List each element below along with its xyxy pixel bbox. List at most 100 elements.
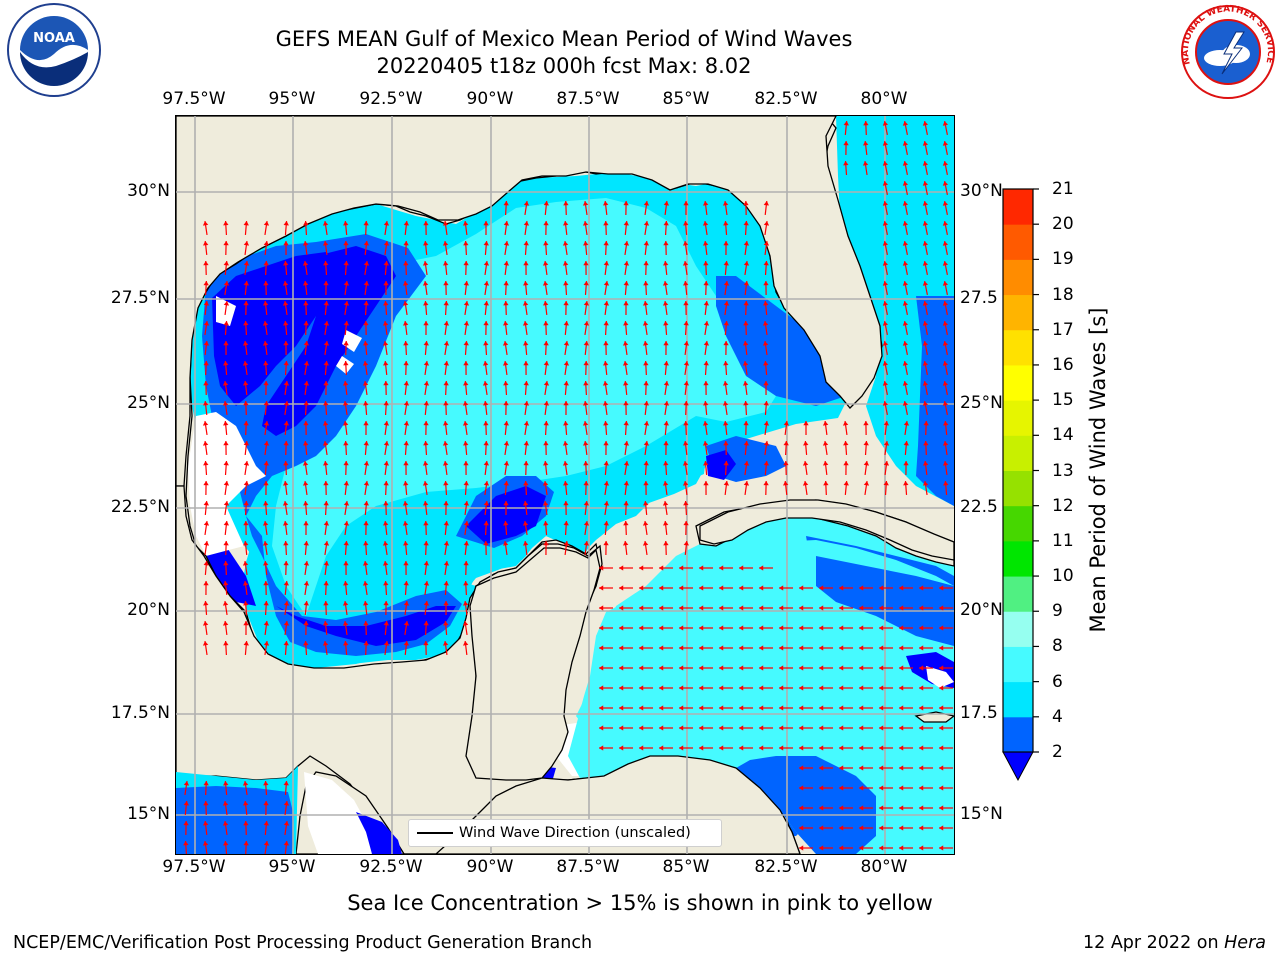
wave-direction-arrowhead	[843, 481, 849, 486]
wave-direction-arrowhead	[623, 281, 629, 286]
wave-direction-arrowhead	[283, 601, 290, 606]
wave-direction-arrowhead	[222, 801, 229, 806]
wave-direction-arrowhead	[343, 581, 349, 586]
wave-direction-arrowhead	[222, 821, 229, 826]
wave-direction-arrowhead	[463, 481, 469, 486]
wave-direction-arrowhead	[603, 201, 609, 206]
wave-direction-arrowhead	[643, 281, 649, 286]
wave-direction-arrowhead	[223, 441, 229, 446]
wave-direction-arrowhead	[902, 361, 909, 366]
wave-direction-arrowhead	[603, 301, 610, 306]
wave-direction-arrowhead	[423, 521, 429, 526]
wave-direction-arrowhead	[879, 765, 884, 771]
wave-direction-arrowhead	[263, 261, 269, 266]
wave-direction-arrowhead	[859, 745, 864, 751]
wave-direction-arrowhead	[942, 461, 949, 466]
wave-direction-arrowhead	[599, 645, 604, 651]
wave-direction-arrowhead	[442, 221, 449, 226]
lat-label: 25°N	[127, 393, 170, 413]
wave-direction-arrowhead	[643, 361, 649, 366]
wave-direction-arrowhead	[362, 361, 369, 366]
lat-label: 20°N	[127, 600, 170, 620]
wave-direction-arrowhead	[203, 361, 209, 366]
wave-direction-arrowhead	[523, 421, 530, 426]
colorbar-tick-label: 6	[1052, 671, 1063, 692]
wave-direction-arrowhead	[223, 521, 229, 526]
lat-label: 17.5	[960, 703, 998, 723]
wave-direction-arrowhead	[363, 221, 369, 226]
wave-direction-arrowhead	[283, 361, 289, 366]
wave-direction-arrowhead	[819, 785, 824, 791]
wave-direction-arrowhead	[763, 381, 769, 386]
wave-direction-arrowhead	[723, 361, 729, 366]
wave-direction-arrowhead	[523, 381, 529, 386]
wave-direction-arrowhead	[503, 481, 509, 486]
wave-direction-arrowhead	[723, 321, 729, 326]
lon-label: 80°W	[860, 89, 908, 109]
wave-direction-arrowhead	[363, 521, 369, 526]
wave-direction-arrowhead	[783, 481, 789, 486]
lat-label: 17.5°N	[110, 703, 170, 723]
wave-direction-arrowhead	[639, 605, 644, 611]
wave-direction-arrowhead	[403, 441, 409, 446]
wave-direction-arrowhead	[482, 361, 489, 366]
wave-direction-arrowhead	[879, 685, 884, 691]
wave-direction-arrowhead	[223, 421, 229, 426]
wave-direction-arrowhead	[203, 601, 209, 606]
wave-direction-arrowhead	[543, 381, 550, 386]
wave-direction-arrowhead	[563, 481, 569, 486]
wave-direction-arrowhead	[722, 401, 729, 406]
wave-direction-arrowhead	[663, 261, 669, 266]
wave-direction-arrowhead	[922, 141, 929, 146]
wave-direction-arrowhead	[839, 585, 844, 591]
wave-direction-arrowhead	[902, 241, 909, 246]
wave-direction-arrowhead	[883, 481, 889, 486]
wave-direction-arrowhead	[639, 565, 644, 571]
wave-direction-arrowhead	[922, 361, 929, 366]
wave-direction-arrowhead	[282, 281, 289, 286]
wave-direction-arrowhead	[839, 845, 844, 851]
wave-direction-arrowhead	[643, 381, 649, 386]
wave-direction-arrowhead	[759, 665, 764, 671]
wave-direction-arrowhead	[703, 361, 709, 366]
wave-direction-arrowhead	[679, 685, 684, 691]
wave-direction-arrowhead	[922, 481, 929, 486]
wave-direction-arrowhead	[502, 361, 509, 366]
wave-direction-arrowhead	[623, 461, 630, 466]
wave-direction-arrowhead	[623, 401, 629, 406]
wave-direction-arrowhead	[819, 665, 824, 671]
wave-direction-arrowhead	[443, 421, 449, 426]
wave-direction-arrowhead	[383, 261, 389, 266]
lon-label: 90°W	[466, 89, 514, 109]
wave-direction-arrowhead	[902, 281, 909, 286]
wave-direction-arrowhead	[222, 401, 229, 406]
caribbean-white-east	[926, 666, 954, 688]
wave-direction-arrowhead	[583, 241, 589, 246]
lon-label: 95°W	[268, 857, 316, 877]
wave-direction-arrowhead	[322, 241, 329, 246]
wave-direction-arrowhead	[922, 221, 929, 226]
wave-direction-arrowhead	[223, 281, 230, 286]
wave-direction-arrowhead	[679, 745, 684, 751]
wave-direction-arrowhead	[743, 241, 750, 246]
wave-direction-arrowhead	[942, 301, 949, 306]
wave-direction-arrowhead	[823, 461, 829, 466]
wave-direction-arrowhead	[443, 321, 450, 326]
wave-direction-arrowhead	[543, 541, 549, 546]
wave-direction-arrowhead	[483, 501, 490, 506]
wave-direction-arrowhead	[463, 261, 469, 266]
gulf-map	[176, 116, 954, 854]
wave-direction-arrowhead	[899, 705, 904, 711]
wave-direction-arrowhead	[879, 805, 884, 811]
wave-direction-arrowhead	[203, 581, 209, 586]
colorbar-cell	[1003, 435, 1033, 471]
wave-direction-arrowhead	[443, 261, 449, 266]
colorbar-cell	[1003, 505, 1033, 542]
wave-direction-arrowhead	[919, 665, 924, 671]
wave-direction-arrowhead	[699, 565, 704, 571]
wave-direction-arrowhead	[659, 565, 664, 571]
wave-direction-arrowhead	[563, 221, 569, 226]
wave-direction-arrowhead	[702, 201, 709, 206]
wave-direction-arrowhead	[383, 581, 389, 586]
wave-direction-arrowhead	[759, 645, 764, 651]
